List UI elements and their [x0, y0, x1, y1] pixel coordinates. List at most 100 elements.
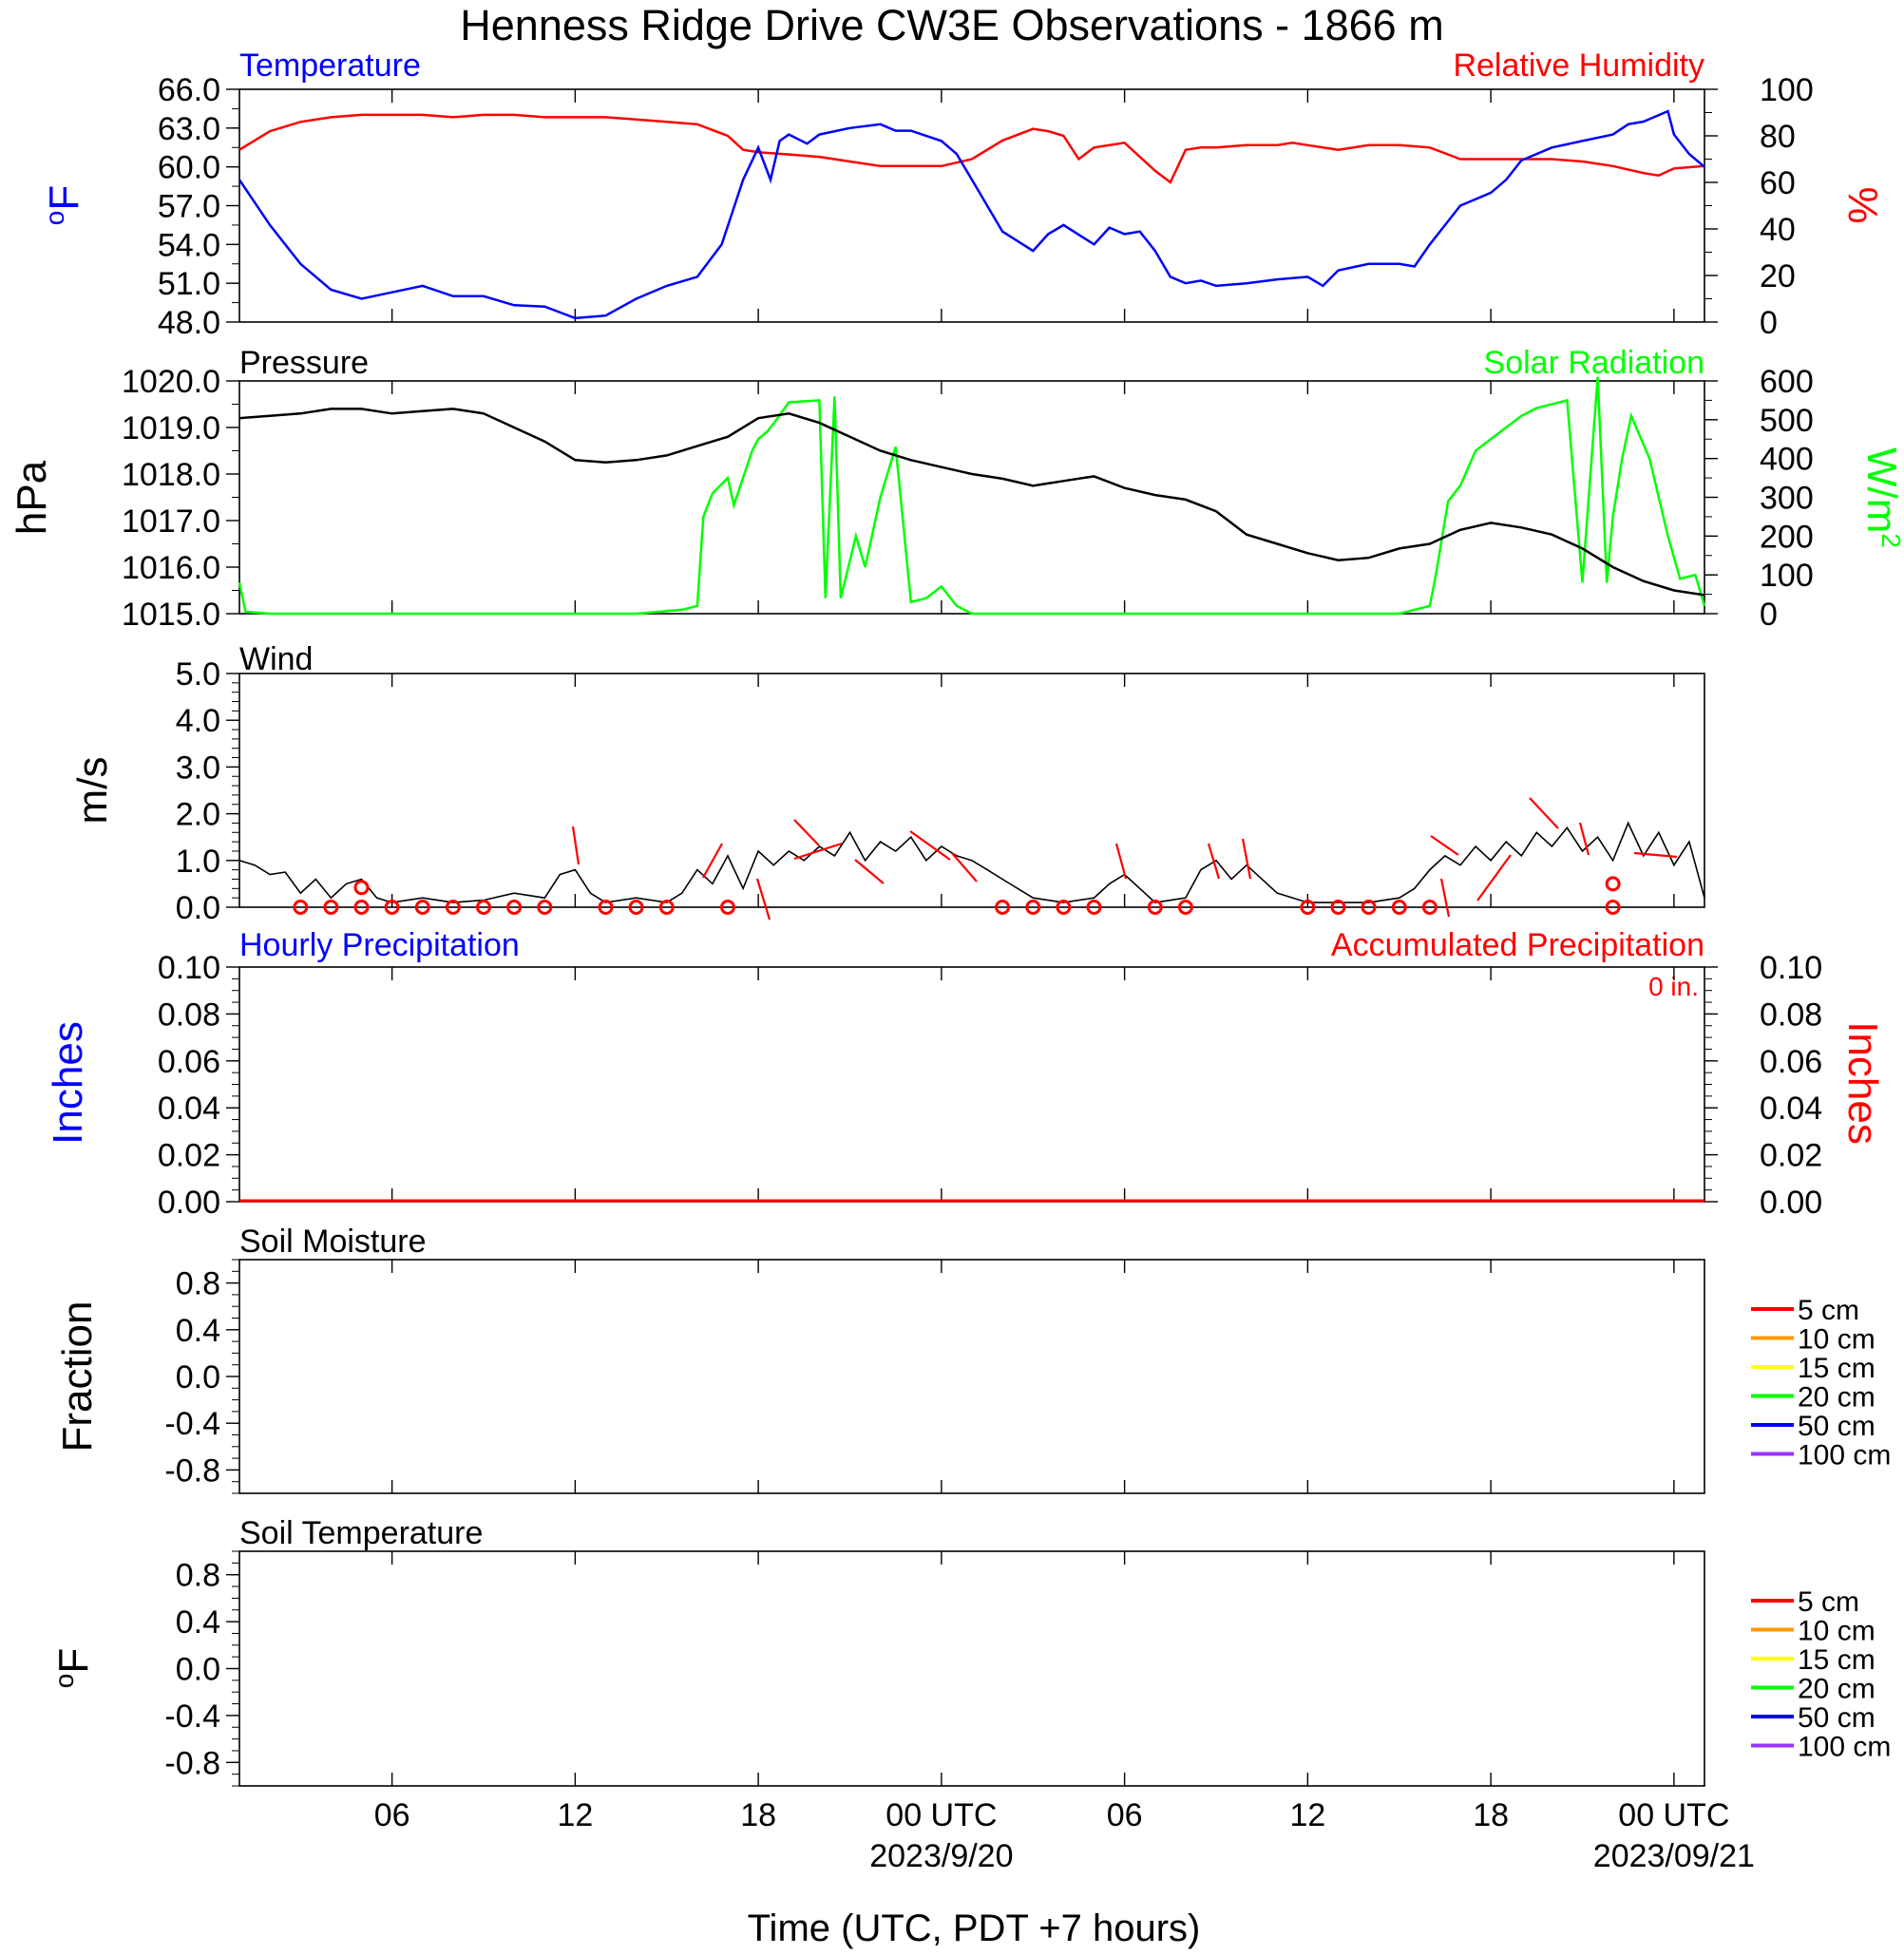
right-y-tick-label: 100	[1760, 72, 1814, 108]
legend-label: 15 cm	[1798, 1644, 1875, 1676]
time-axis-labels: 06 12 18 00 UTC 06 12 18 00 UTC 2023/9/20 2023/09…	[374, 1797, 1755, 1874]
right-y-tick-label: 40	[1760, 212, 1796, 248]
calm-marker	[537, 900, 553, 915]
humidity-y-ticks: 100 80 60 40 20 0	[1704, 72, 1814, 341]
calm-marker	[476, 900, 491, 915]
y-tick-label: 4.0	[176, 703, 220, 739]
solar-unit: W/m2	[1858, 447, 1904, 548]
soil-moisture-unit: Fraction	[54, 1301, 101, 1452]
right-y-tick-label: 600	[1760, 364, 1814, 400]
figure-title: Henness Ridge Drive CW3E Observations - …	[460, 1, 1443, 49]
solar-unit-base: W/m	[1858, 447, 1904, 533]
y-tick-label: 1018.0	[122, 457, 220, 493]
y-tick-label: -0.4	[164, 1699, 220, 1735]
wind-barb	[1439, 878, 1451, 918]
x-tick-label: 00 UTC	[1618, 1797, 1729, 1833]
soil-moisture-frame	[238, 1259, 1705, 1494]
wind-barb	[1114, 843, 1128, 880]
calm-marker	[628, 900, 644, 915]
x-tick-label: 00 UTC	[885, 1797, 997, 1833]
temperature-title: Temperature	[239, 47, 421, 84]
y-tick-label: 0.0	[176, 1359, 220, 1395]
y-tick-label: 0.02	[158, 1138, 220, 1174]
calm-marker	[1300, 900, 1316, 915]
x-date-label: 2023/09/21	[1593, 1838, 1755, 1874]
wind-barb	[854, 859, 885, 884]
y-tick-label: 5.0	[176, 656, 220, 693]
wind-unit: m/s	[69, 757, 116, 825]
precip-y-ticks: 0.10 0.08 0.06 0.04 0.02 0.00	[158, 950, 239, 1221]
soil-temperature-unit: oF	[49, 1648, 98, 1688]
calm-marker	[1330, 900, 1346, 915]
y-tick-label: 51.0	[158, 266, 220, 302]
wind-panel: Wind 5.0 4.0 3.0 2.0 1.0 0.0 m/s	[69, 641, 1705, 926]
soil-temperature-x-ticks	[390, 1551, 1675, 1786]
soil-moisture-x-ticks	[390, 1260, 1675, 1493]
wind-barb	[1207, 843, 1221, 880]
legend-label: 5 cm	[1798, 1586, 1859, 1618]
wind-direction-barbs	[571, 797, 1678, 921]
y-tick-label: 0.8	[176, 1266, 220, 1302]
calm-marker	[353, 900, 370, 915]
calm-marker	[995, 900, 1011, 915]
x-tick-label: 18	[740, 1797, 776, 1833]
right-y-tick-label: 0.10	[1760, 950, 1822, 986]
degree-o: o	[40, 211, 69, 226]
calm-marker	[1177, 900, 1193, 915]
calm-marker	[1147, 900, 1163, 915]
legend-label: 100 cm	[1798, 1440, 1891, 1471]
pressure-y-ticks: 1020.0 1019.0 1018.0 1017.0 1016.0 1015.0	[122, 364, 239, 633]
degree-f: F	[50, 1648, 97, 1674]
wind-x-ticks	[390, 674, 1675, 907]
soil-temperature-title: Soil Temperature	[239, 1515, 483, 1551]
y-tick-label: 1.0	[176, 844, 220, 880]
right-y-tick-label: 80	[1760, 119, 1796, 155]
time-axis-title: Time (UTC, PDT +7 hours)	[748, 1908, 1201, 1949]
soil-moisture-panel: Soil Moisture 0.8 0.4 0.0 -0.4 -0.8 Fraction…	[54, 1224, 1891, 1494]
y-tick-label: 1017.0	[122, 503, 220, 540]
hourly-precip-title: Hourly Precipitation	[239, 927, 520, 963]
y-tick-label: 2.0	[176, 797, 220, 833]
y-tick-label: 0.10	[158, 950, 220, 986]
x-tick-label: 06	[1107, 1797, 1143, 1833]
y-tick-label: 0.06	[158, 1044, 220, 1080]
temperature-x-ticks	[390, 89, 1675, 322]
wind-barb	[1430, 835, 1459, 856]
wind-barb	[793, 819, 820, 846]
y-tick-label: 66.0	[158, 72, 220, 108]
y-tick-label: 57.0	[158, 189, 220, 225]
temperature-y-ticks: 66.063.060.057.054.051.048.0	[158, 72, 239, 341]
pressure-title: Pressure	[239, 345, 369, 381]
pressure-frame	[238, 380, 1705, 615]
precip-x-ticks	[390, 967, 1675, 1202]
soil-moisture-title: Soil Moisture	[239, 1224, 427, 1260]
y-tick-label: 0.0	[176, 1652, 220, 1688]
y-tick-label: 60.0	[158, 150, 220, 186]
solar-title: Solar Radiation	[1484, 345, 1704, 381]
y-tick-label: 1019.0	[122, 410, 220, 446]
accum-precip-unit: Inches	[1839, 1021, 1886, 1145]
degree-f: F	[41, 185, 87, 211]
x-tick-label: 18	[1473, 1797, 1509, 1833]
right-y-tick-label: 300	[1760, 481, 1814, 517]
y-tick-label: 3.0	[176, 750, 220, 786]
y-tick-label: -0.4	[164, 1406, 220, 1442]
accum-y-ticks: 0.10 0.08 0.06 0.04 0.02 0.00	[1704, 950, 1822, 1221]
right-y-tick-label: 0.04	[1760, 1091, 1822, 1127]
soil-temperature-y-ticks: 0.8 0.4 0.0 -0.4 -0.8	[164, 1550, 239, 1787]
wind-barb	[1529, 797, 1559, 829]
wind-barb	[793, 842, 843, 861]
wind-barb	[755, 878, 771, 921]
legend-label: 10 cm	[1798, 1324, 1875, 1356]
right-y-tick-label: 400	[1760, 442, 1814, 478]
pressure-x-ticks	[390, 381, 1675, 614]
calm-marker	[506, 900, 523, 915]
x-tick-label: 06	[374, 1797, 410, 1833]
temperature-frame	[238, 88, 1705, 323]
calm-marker	[414, 900, 430, 915]
legend-label: 20 cm	[1798, 1382, 1875, 1414]
y-tick-label: 0.4	[176, 1604, 220, 1641]
